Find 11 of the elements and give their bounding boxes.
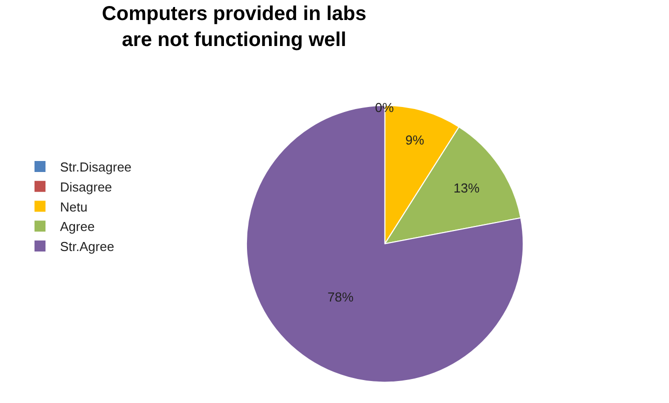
text: 0% xyxy=(375,100,394,115)
chart-title: Computers provided in labs are not functioning well xyxy=(102,3,366,52)
legend-label: Netu xyxy=(60,199,88,214)
data-label: 9% xyxy=(405,132,425,148)
pie-slice xyxy=(246,104,524,383)
legend-label: Disagree xyxy=(60,179,112,194)
data-label: 78% xyxy=(327,290,354,305)
legend-label: Str.Disagree xyxy=(60,160,132,175)
legend-label: Agree xyxy=(60,219,95,234)
legend-label: Str.Agree xyxy=(60,239,114,254)
data-label: 13% xyxy=(454,180,480,196)
